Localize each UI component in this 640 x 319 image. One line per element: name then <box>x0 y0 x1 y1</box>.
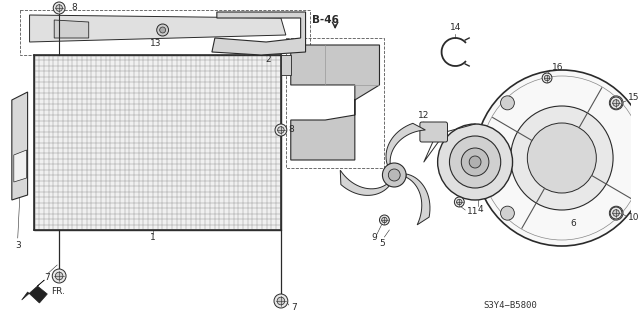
Circle shape <box>454 197 464 207</box>
Polygon shape <box>386 123 426 165</box>
Circle shape <box>527 123 596 193</box>
Circle shape <box>610 207 622 219</box>
Circle shape <box>542 73 552 83</box>
Polygon shape <box>14 150 27 182</box>
Polygon shape <box>22 280 47 303</box>
Circle shape <box>500 96 515 110</box>
Polygon shape <box>281 55 291 75</box>
Text: 10: 10 <box>628 213 639 222</box>
Polygon shape <box>12 92 28 200</box>
Text: 2: 2 <box>266 56 271 64</box>
Text: 3: 3 <box>15 241 20 249</box>
Circle shape <box>157 24 168 36</box>
Bar <box>286 38 385 168</box>
Circle shape <box>380 215 389 225</box>
Text: 7: 7 <box>44 273 50 283</box>
Circle shape <box>461 148 489 176</box>
Bar <box>35 55 281 230</box>
Text: 1: 1 <box>150 234 156 242</box>
Circle shape <box>274 294 288 308</box>
Circle shape <box>56 5 62 11</box>
Text: 4: 4 <box>477 205 483 214</box>
Polygon shape <box>340 170 389 195</box>
Text: 6: 6 <box>571 219 577 227</box>
Circle shape <box>475 70 640 246</box>
Text: 8: 8 <box>71 4 77 12</box>
Circle shape <box>545 75 550 81</box>
Circle shape <box>383 163 406 187</box>
Circle shape <box>449 136 500 188</box>
Circle shape <box>55 272 63 280</box>
Circle shape <box>381 217 387 223</box>
Text: S3Y4−B5800: S3Y4−B5800 <box>483 300 537 309</box>
Text: 9: 9 <box>372 234 378 242</box>
Circle shape <box>609 206 623 220</box>
Polygon shape <box>212 12 305 55</box>
Polygon shape <box>291 45 380 160</box>
Circle shape <box>278 127 284 133</box>
Circle shape <box>612 210 620 216</box>
FancyBboxPatch shape <box>420 122 447 142</box>
Text: 15: 15 <box>628 93 639 102</box>
Circle shape <box>609 96 623 110</box>
Polygon shape <box>54 20 89 38</box>
Text: 5: 5 <box>380 239 385 248</box>
Circle shape <box>610 97 622 109</box>
Circle shape <box>277 297 285 305</box>
Circle shape <box>53 2 65 14</box>
Circle shape <box>456 199 462 205</box>
Circle shape <box>511 106 613 210</box>
Text: 7: 7 <box>291 302 296 311</box>
Text: 8: 8 <box>289 125 294 135</box>
Text: B-46: B-46 <box>312 15 339 25</box>
Circle shape <box>500 206 515 220</box>
Circle shape <box>438 124 513 200</box>
Circle shape <box>612 100 620 106</box>
Polygon shape <box>406 174 430 225</box>
Polygon shape <box>29 15 286 42</box>
Circle shape <box>159 27 166 33</box>
Circle shape <box>275 124 287 136</box>
Text: 16: 16 <box>552 63 563 72</box>
Circle shape <box>52 269 66 283</box>
Text: 13: 13 <box>150 40 161 48</box>
Text: 11: 11 <box>467 207 479 217</box>
Text: FR.: FR. <box>51 286 65 295</box>
Circle shape <box>388 169 400 181</box>
Text: 12: 12 <box>418 112 429 121</box>
Circle shape <box>469 156 481 168</box>
Text: 14: 14 <box>450 24 461 33</box>
